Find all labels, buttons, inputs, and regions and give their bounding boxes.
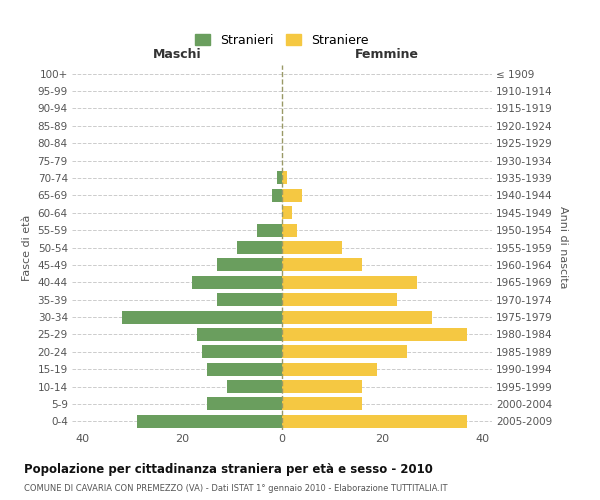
Y-axis label: Fasce di età: Fasce di età (22, 214, 32, 280)
Bar (197, 328, 282, 341)
Bar (282, 415, 467, 428)
Bar (227, 380, 282, 393)
Text: COMUNE DI CAVARIA CON PREMEZZO (VA) - Dati ISTAT 1° gennaio 2010 - Elaborazione : COMUNE DI CAVARIA CON PREMEZZO (VA) - Da… (24, 484, 448, 493)
Bar (277, 172, 282, 184)
Bar (217, 258, 282, 272)
Bar (282, 224, 297, 236)
Bar (257, 224, 282, 236)
Bar (282, 346, 407, 358)
Bar (272, 189, 282, 202)
Text: Maschi: Maschi (152, 48, 202, 62)
Bar (207, 398, 282, 410)
Bar (282, 258, 362, 272)
Bar (282, 206, 292, 220)
Bar (282, 172, 287, 184)
Bar (282, 380, 362, 393)
Bar (192, 276, 282, 289)
Bar (282, 241, 342, 254)
Bar (202, 346, 282, 358)
Bar (237, 241, 282, 254)
Bar (282, 398, 362, 410)
Bar (122, 310, 282, 324)
Bar (282, 293, 397, 306)
Bar (282, 276, 417, 289)
Bar (207, 362, 282, 376)
Bar (282, 362, 377, 376)
Text: Femmine: Femmine (355, 48, 419, 62)
Legend: Stranieri, Straniere: Stranieri, Straniere (189, 28, 375, 53)
Bar (217, 293, 282, 306)
Text: Popolazione per cittadinanza straniera per età e sesso - 2010: Popolazione per cittadinanza straniera p… (24, 462, 433, 475)
Y-axis label: Anni di nascita: Anni di nascita (559, 206, 568, 289)
Bar (282, 310, 432, 324)
Bar (282, 189, 302, 202)
Bar (137, 415, 282, 428)
Bar (282, 328, 467, 341)
